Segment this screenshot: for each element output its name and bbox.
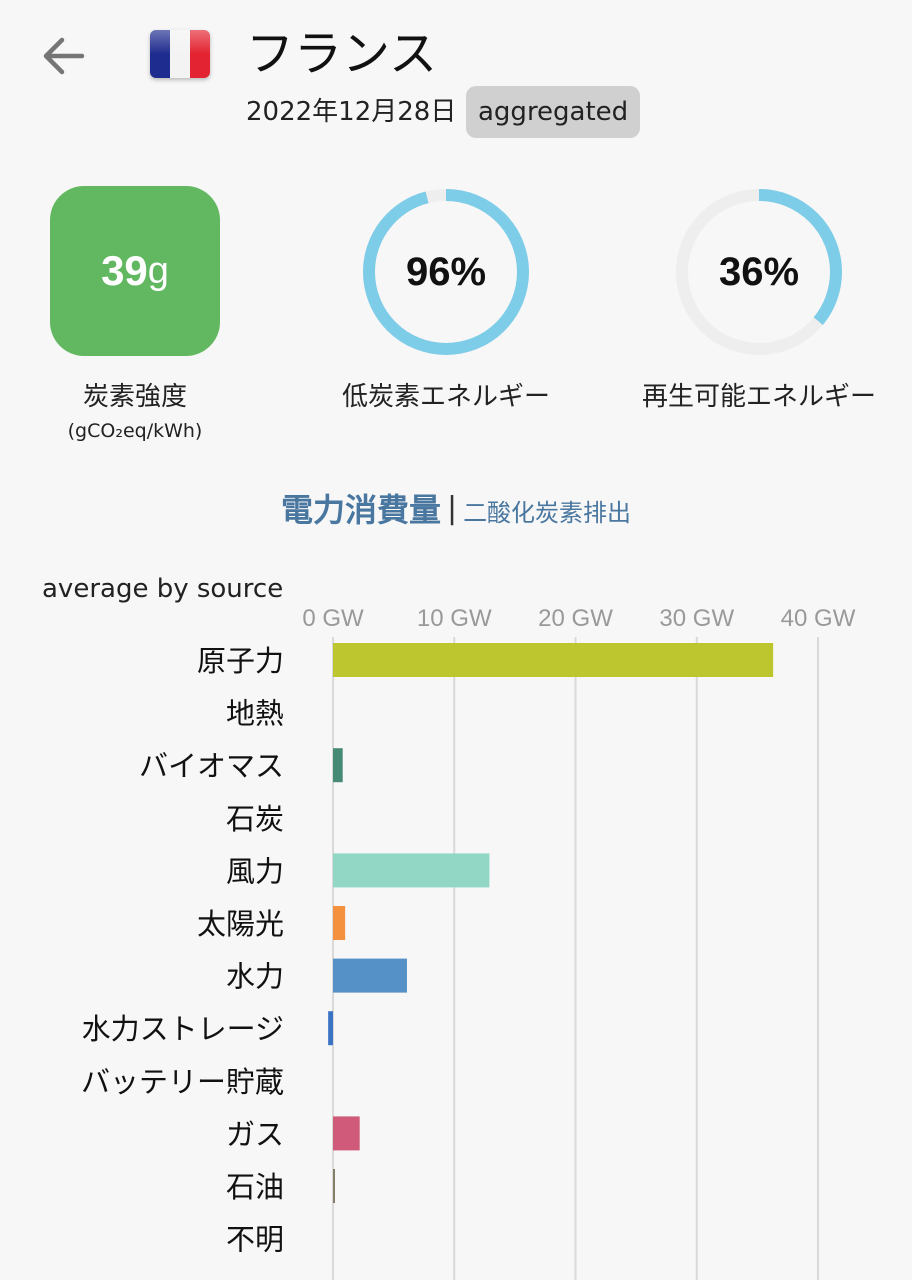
low-carbon-label: 低炭素エネルギー: [341, 382, 550, 412]
bar[interactable]: [333, 643, 774, 677]
category-label: 原子力: [197, 644, 284, 678]
carbon-intensity-label: 炭素強度: [82, 382, 187, 412]
category-label: 石油: [226, 1170, 284, 1204]
production-bar-chart: 0 GW 10 GW 20 GW 30 GW 40 GW 原子力地熱バイオマス石炭風力太陽…: [81, 605, 856, 1280]
bar[interactable]: [333, 1169, 335, 1203]
low-carbon-percent: 96%: [405, 249, 487, 294]
category-label: 風力: [226, 854, 284, 888]
arrow-left-icon: [43, 37, 85, 75]
carbon-intensity-unit-label: (gCO₂eq/kWh): [67, 420, 203, 442]
category-label: ガス: [226, 1117, 284, 1151]
carbon-intensity-value: 39: [101, 247, 148, 294]
bar[interactable]: [333, 1116, 360, 1151]
tab-consumption[interactable]: 電力消費量: [280, 491, 441, 529]
bar[interactable]: [333, 748, 343, 783]
carbon-intensity-badge: 39 g: [50, 186, 220, 356]
back-button[interactable]: [36, 28, 92, 84]
date-label: 2022年12月28日: [246, 97, 457, 127]
renewable-ring: [676, 189, 842, 355]
category-label: 石炭: [226, 802, 284, 836]
bar[interactable]: [333, 853, 490, 888]
tab-emissions[interactable]: 二酸化炭素排出: [463, 498, 632, 527]
category-label: 水力: [226, 960, 284, 994]
category-label: 太陽光: [197, 907, 284, 941]
renewable-percent: 36%: [718, 249, 800, 294]
carbon-intensity-unit: g: [147, 249, 169, 292]
x-tick-label: 10 GW: [417, 605, 492, 632]
x-tick-label: 0 GW: [302, 605, 364, 632]
x-tick-label: 30 GW: [659, 605, 734, 632]
renewable-label: 再生可能エネルギー: [641, 382, 876, 412]
category-label: 地熱: [226, 697, 284, 731]
mode-tabs: 電力消費量 | 二酸化炭素排出: [0, 478, 912, 538]
bar[interactable]: [328, 1011, 333, 1046]
category-label: 水力ストレージ: [82, 1012, 284, 1046]
chart-title: average by source: [42, 574, 284, 604]
page-title: フランス: [246, 26, 438, 82]
aggregated-badge[interactable]: aggregated: [466, 86, 641, 138]
tab-separator: |: [446, 490, 458, 526]
category-label: バイオマス: [139, 749, 284, 783]
category-label: バッテリー貯蔵: [81, 1065, 284, 1099]
category-label: 不明: [226, 1223, 284, 1257]
x-tick-label: 20 GW: [538, 605, 613, 632]
x-tick-label: 40 GW: [781, 605, 856, 632]
low-carbon-ring: [363, 189, 529, 355]
header: フランス 2022年12月28日 aggregated: [0, 0, 912, 150]
bar[interactable]: [333, 906, 346, 940]
bar[interactable]: [333, 958, 407, 993]
france-flag-icon: [150, 30, 210, 78]
